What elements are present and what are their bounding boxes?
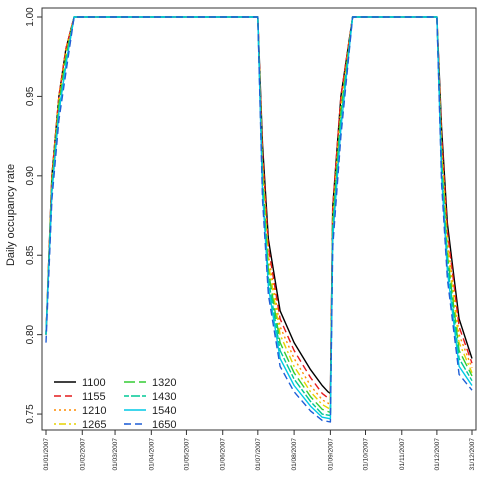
legend-label: 1430 — [152, 391, 176, 403]
x-tick-label: 01/01/2007 — [43, 438, 50, 471]
y-tick-label: 1.00 — [25, 7, 36, 27]
y-tick-label: 0.75 — [25, 404, 36, 424]
series-line-1650 — [45, 16, 473, 423]
x-tick-label: 01/05/2007 — [183, 438, 190, 471]
legend-label: 1155 — [82, 391, 106, 403]
y-tick-label: 0.80 — [25, 324, 36, 344]
x-tick-label: 01/08/2007 — [291, 438, 298, 471]
x-tick-label: 01/09/2007 — [327, 438, 334, 471]
legend-label: 1540 — [152, 405, 176, 417]
series-line-1540 — [45, 16, 473, 420]
x-tick-label: 01/04/2007 — [148, 438, 155, 471]
x-tick-label: 01/02/2007 — [79, 438, 86, 471]
x-tick-label: 01/03/2007 — [112, 438, 119, 471]
legend-label: 1650 — [152, 419, 176, 431]
legend: 1100 1155 1210 1265 1320 1430 1540 1650 — [54, 377, 176, 431]
x-tick-label: 01/06/2007 — [220, 438, 227, 471]
legend-label: 1320 — [152, 377, 176, 389]
y-tick-label: 0.90 — [25, 166, 36, 186]
x-axis: 01/01/2007 01/02/2007 01/03/2007 01/04/2007… — [43, 430, 476, 471]
x-tick-label: 01/07/2007 — [255, 438, 262, 471]
x-tick-label: 31/12/2007 — [469, 438, 476, 471]
x-tick-label: 01/10/2007 — [363, 438, 370, 471]
series-layer — [45, 16, 473, 423]
legend-label: 1100 — [82, 377, 106, 389]
plot-frame — [41, 7, 477, 431]
y-axis-label: Daily occupancy rate — [5, 164, 17, 266]
y-tick-label: 0.85 — [25, 245, 36, 265]
legend-label: 1265 — [82, 419, 106, 431]
y-axis: 0.75 0.80 0.85 0.90 0.95 1.00 — [25, 7, 42, 424]
x-tick-label: 01/12/2007 — [434, 438, 441, 471]
x-tick-label: 01/11/2007 — [399, 438, 406, 470]
series-line-1155 — [45, 16, 473, 401]
y-tick-label: 0.95 — [25, 86, 36, 106]
legend-label: 1210 — [82, 405, 106, 417]
